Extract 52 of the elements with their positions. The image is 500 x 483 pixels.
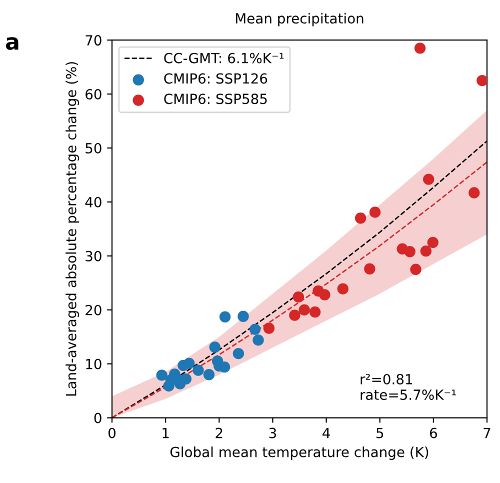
- chart-title: Mean precipitation: [236, 12, 364, 26]
- point: [319, 289, 330, 300]
- point: [309, 306, 321, 318]
- point: [420, 245, 432, 257]
- point: [337, 283, 348, 294]
- point: [427, 236, 438, 248]
- y-tick-label: 40: [85, 196, 102, 208]
- x-axis-title: Global mean temperature change (K): [170, 446, 428, 460]
- y-tick-label: 60: [86, 89, 102, 100]
- point: [232, 348, 244, 360]
- point: [192, 364, 204, 376]
- point: [468, 187, 480, 198]
- point: [252, 334, 264, 346]
- y-tick-label: 50: [86, 142, 102, 154]
- x-tick-label: 4: [322, 428, 330, 438]
- point: [203, 369, 215, 380]
- point: [219, 311, 231, 322]
- point: [292, 291, 304, 303]
- y-tick-label: 70: [86, 35, 102, 46]
- point: [298, 304, 310, 316]
- point: [209, 342, 220, 353]
- y-axis-title: Land-averaged absolute percentage change (%): [66, 62, 80, 396]
- y-tick-label: 30: [86, 250, 102, 262]
- legend-label: CC-GMT: 6.1%K⁻¹: [164, 52, 284, 64]
- point: [364, 263, 376, 274]
- point: [238, 310, 249, 322]
- y-tick-label: 0: [94, 412, 102, 424]
- legend-label: CMIP6: SSP585: [164, 94, 267, 104]
- point: [263, 322, 275, 334]
- point: [289, 310, 300, 321]
- point: [184, 358, 195, 369]
- point: [369, 206, 381, 218]
- legend-label: CMIP6: SSP126: [164, 73, 268, 84]
- point: [156, 370, 168, 381]
- x-tick-label: 0: [108, 428, 116, 438]
- point: [354, 212, 366, 224]
- y-tick-label: 20: [86, 304, 102, 316]
- point: [414, 42, 426, 54]
- x-tick-label: 3: [269, 428, 276, 438]
- y-tick-label: 10: [86, 358, 102, 370]
- annotation: r²=0.81 rate=5.7%K⁻¹: [360, 374, 456, 400]
- x-tick-label: 7: [484, 428, 490, 438]
- text: a: [6, 37, 18, 50]
- point: [423, 174, 434, 185]
- point: [476, 74, 487, 86]
- x-tick-label: 1: [162, 428, 169, 438]
- point: [404, 246, 416, 258]
- x-tick-label: 6: [430, 428, 437, 438]
- x-tick-label: 5: [376, 428, 384, 438]
- x-tick-label: 2: [216, 428, 222, 438]
- point: [249, 324, 261, 335]
- point: [410, 264, 422, 276]
